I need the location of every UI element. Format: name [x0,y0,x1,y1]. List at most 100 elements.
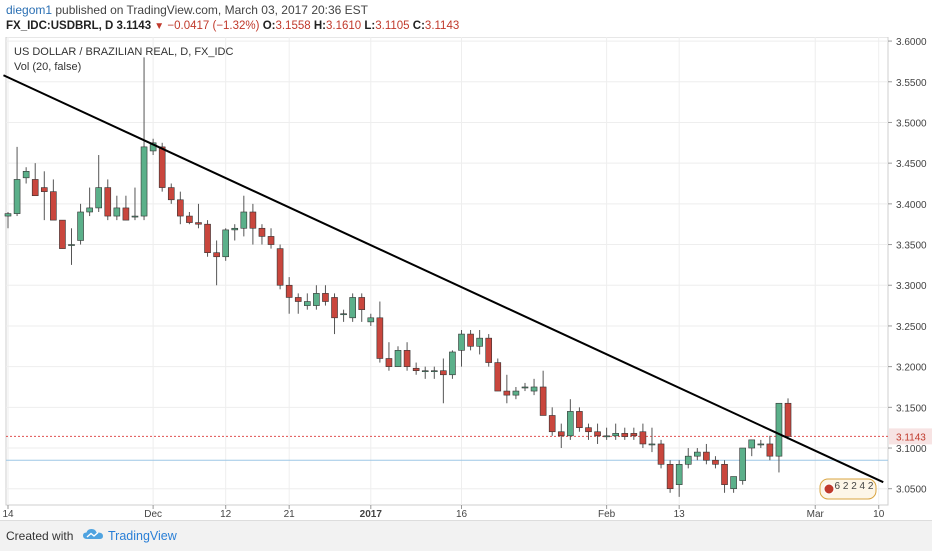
candle-down[interactable] [285,284,293,298]
candle-down[interactable] [412,367,420,372]
candle-down[interactable] [657,443,665,465]
chart-area[interactable]: 3.6000 3.5500 3.5000 3.4500 3.4000 3.3500 3.30… [0,37,932,519]
candle-up[interactable] [140,146,148,217]
tradingview-brand-link[interactable]: TradingView [108,529,177,543]
candle-down[interactable] [376,317,384,359]
candle-down[interactable] [104,187,112,217]
candle-down[interactable] [158,146,166,188]
candle-up[interactable] [430,370,438,373]
candle-up[interactable] [304,301,311,306]
candle-up[interactable] [313,293,320,306]
candle-up[interactable] [449,351,456,376]
candle-down[interactable] [503,390,511,396]
author-link[interactable]: diegom1 [6,3,53,17]
candle-down[interactable] [213,252,220,258]
candle-up[interactable] [231,227,239,231]
candle-down[interactable] [766,443,774,457]
plot-area[interactable] [5,37,889,506]
candle-down[interactable] [485,337,493,363]
candle-down[interactable] [467,333,474,347]
candle-down[interactable] [358,297,366,310]
candle-down[interactable] [40,187,48,192]
candle-up[interactable] [675,464,683,485]
candle-down[interactable] [385,358,393,367]
candle-up[interactable] [603,435,610,438]
candle-down[interactable] [322,293,329,302]
candle-up[interactable] [394,350,402,367]
candle-down[interactable] [331,297,338,319]
candle-down[interactable] [784,402,792,437]
tradingview-cloud-icon [83,529,103,539]
candle-down[interactable] [204,223,211,253]
trendline[interactable] [3,74,884,484]
price-chart-svg[interactable]: 3.6000 3.5500 3.5000 3.4500 3.4000 3.3500 3.30… [0,37,932,519]
candle-down[interactable] [440,370,447,376]
candle-down[interactable] [721,464,728,485]
candle-down[interactable] [177,199,184,217]
candle-down[interactable] [585,427,592,433]
candle-down[interactable] [403,350,411,367]
candle-down[interactable] [31,179,39,197]
candle-up[interactable] [684,455,692,465]
candle-up[interactable] [131,215,139,218]
candle-up[interactable] [22,170,30,179]
candle-up[interactable] [730,476,737,490]
candle-down[interactable] [122,207,130,221]
candle-down[interactable] [576,411,583,428]
candle-down[interactable] [494,362,502,392]
candle-down[interactable] [639,431,647,445]
candle-up[interactable] [512,390,520,396]
candle-up[interactable] [521,386,529,389]
candle-up[interactable] [421,370,429,373]
candle-down[interactable] [703,451,710,461]
x-tick-label: Mar [807,509,825,519]
candle-up[interactable] [13,179,21,214]
candle-down[interactable] [539,386,547,416]
candle-down[interactable] [630,433,638,437]
candle-down[interactable] [195,222,202,225]
candle-up[interactable] [739,447,746,481]
publish-line: diegom1 published on TradingView.com, Ma… [6,3,368,17]
candle-down[interactable] [557,431,565,437]
candle-up[interactable] [340,313,347,316]
candle-up[interactable] [86,207,93,213]
candle-down[interactable] [249,211,257,229]
published-text: published on TradingView.com, March 03, … [55,3,369,17]
y-tick-label: 3.3500 [896,241,927,252]
candle-up[interactable] [567,411,574,437]
candle-down[interactable] [548,415,556,433]
candle-up[interactable] [349,297,356,319]
candle-down[interactable] [276,248,284,286]
candle-down[interactable] [712,459,719,465]
candle-up[interactable] [748,439,756,449]
candle-up[interactable] [648,443,656,446]
candle-down[interactable] [621,433,629,437]
candle-up[interactable] [775,402,783,457]
candle-up[interactable] [4,213,12,217]
candle-up[interactable] [68,244,75,246]
candle-up[interactable] [476,337,483,347]
candle-up[interactable] [612,433,619,437]
candle-up[interactable] [77,211,84,241]
candle-down[interactable] [59,219,66,249]
candle-up[interactable] [222,229,229,258]
candle-up[interactable] [757,443,765,446]
candle-down[interactable] [186,215,193,223]
candle-up[interactable] [458,333,465,351]
x-tick-label: 14 [2,509,14,519]
candle-down[interactable] [167,187,175,201]
candle-down[interactable] [267,236,275,245]
candle-down[interactable] [594,431,601,437]
candle-down[interactable] [50,191,57,221]
candle-down[interactable] [258,227,266,237]
candle-up[interactable] [113,207,121,217]
candle-down[interactable] [666,464,674,490]
candle-up[interactable] [240,211,248,229]
candle-down[interactable] [294,297,302,302]
volume-indicator-label[interactable]: Vol (20, false) [14,61,82,73]
symbol-label: FX_IDC:USDBRL, D [6,20,114,32]
candle-up[interactable] [95,187,102,209]
candle-up[interactable] [694,451,701,457]
candle-up[interactable] [367,317,375,323]
candle-up[interactable] [530,386,538,392]
